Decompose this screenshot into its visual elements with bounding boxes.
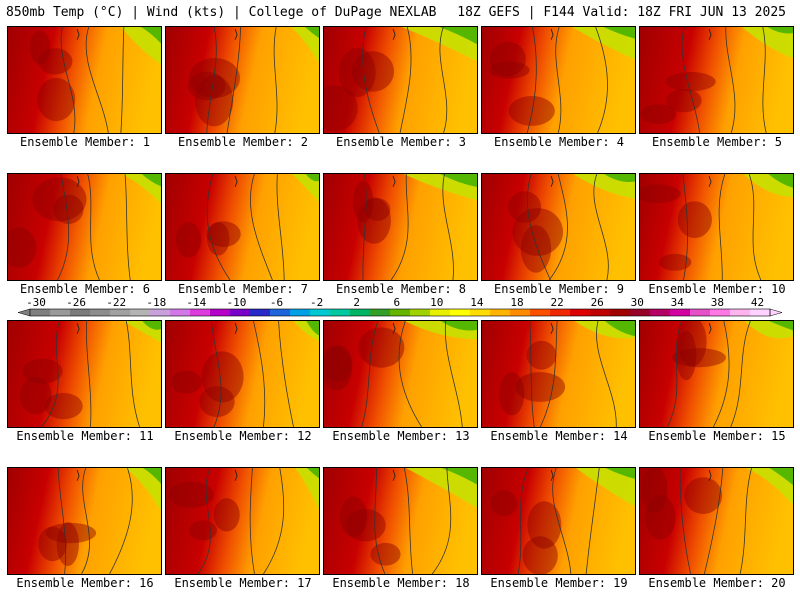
ensemble-panel xyxy=(165,26,320,134)
colorbar-swatch xyxy=(30,309,51,316)
colorbar-swatch xyxy=(670,309,691,316)
ensemble-member-label: Ensemble Member: 3 xyxy=(335,135,467,149)
ensemble-member-label: Ensemble Member: 2 xyxy=(177,135,309,149)
colorbar-swatch xyxy=(230,309,251,316)
colorbar-swatch xyxy=(730,309,751,316)
colorbar-swatch xyxy=(510,309,531,316)
colorbar-swatch xyxy=(310,309,331,316)
ensemble-member-label: Ensemble Member: 10 xyxy=(648,282,786,296)
colorbar-tick-label: -6 xyxy=(270,296,283,309)
colorbar-swatch xyxy=(190,309,211,316)
colorbar-swatch xyxy=(490,309,511,316)
colorbar-swatch xyxy=(650,309,671,316)
colorbar-swatch xyxy=(390,309,411,316)
ensemble-panel xyxy=(165,173,320,281)
colorbar-tick-label: 30 xyxy=(631,296,644,309)
ensemble-panel xyxy=(481,320,636,428)
ensemble-panel xyxy=(639,467,794,575)
colorbar-tick-label: 26 xyxy=(591,296,604,309)
ensemble-member-label: Ensemble Member: 19 xyxy=(490,576,628,590)
ensemble-member-label: Ensemble Member: 17 xyxy=(174,576,312,590)
colorbar-swatch xyxy=(570,309,591,316)
temperature-colorbar: -30 -26 -22 -18 -14 -10 -6 -2 2 6 10 14 18 22 26 30 34 38… xyxy=(17,296,783,317)
ensemble-panel xyxy=(323,26,478,134)
ensemble-member-label: Ensemble Member: 8 xyxy=(335,282,467,296)
colorbar-tick-label: -18 xyxy=(146,296,166,309)
colorbar-swatch xyxy=(590,309,611,316)
colorbar-tick-label: -26 xyxy=(66,296,86,309)
colorbar-swatch xyxy=(90,309,111,316)
ensemble-panel xyxy=(323,173,478,281)
ensemble-panel xyxy=(7,26,162,134)
ensemble-panel xyxy=(323,467,478,575)
ensemble-member-label: Ensemble Member: 14 xyxy=(490,429,628,443)
ensemble-member-label: Ensemble Member: 7 xyxy=(177,282,309,296)
colorbar-swatch xyxy=(410,309,431,316)
ensemble-member-label: Ensemble Member: 5 xyxy=(651,135,783,149)
colorbar-swatch xyxy=(150,309,171,316)
colorbar-swatch xyxy=(270,309,291,316)
ensemble-panel xyxy=(639,173,794,281)
ensemble-panel xyxy=(481,467,636,575)
ensemble-member-label: Ensemble Member: 15 xyxy=(648,429,786,443)
colorbar-tick-label: -30 xyxy=(26,296,46,309)
colorbar-tick-label: -22 xyxy=(106,296,126,309)
ensemble-panel xyxy=(481,26,636,134)
colorbar-swatch xyxy=(370,309,391,316)
colorbar-swatch xyxy=(450,309,471,316)
colorbar-tick-label: 42 xyxy=(751,296,764,309)
colorbar-swatch xyxy=(630,309,651,316)
ensemble-member-label: Ensemble Member: 18 xyxy=(332,576,470,590)
ensemble-panel xyxy=(7,467,162,575)
colorbar-tick-label: -2 xyxy=(310,296,323,309)
colorbar-tick-label: 6 xyxy=(393,296,400,309)
colorbar-tick-label: 18 xyxy=(510,296,523,309)
colorbar-tick-label: 2 xyxy=(353,296,360,309)
colorbar-tick-label: 10 xyxy=(430,296,443,309)
ensemble-member-label: Ensemble Member: 9 xyxy=(493,282,625,296)
ensemble-panel xyxy=(7,320,162,428)
ensemble-member-label: Ensemble Member: 13 xyxy=(332,429,470,443)
colorbar-tick-label: -10 xyxy=(226,296,246,309)
ensemble-member-label: Ensemble Member: 20 xyxy=(648,576,786,590)
colorbar-tick-label: -14 xyxy=(186,296,206,309)
ensemble-panel xyxy=(165,320,320,428)
ensemble-panel xyxy=(481,173,636,281)
ensemble-member-label: Ensemble Member: 11 xyxy=(16,429,154,443)
colorbar-swatch xyxy=(110,309,131,316)
colorbar-swatch xyxy=(170,309,191,316)
colorbar-tick-label: 38 xyxy=(711,296,724,309)
colorbar-tick-label: 22 xyxy=(550,296,563,309)
ensemble-member-label: Ensemble Member: 12 xyxy=(174,429,312,443)
colorbar-swatch xyxy=(250,309,271,316)
colorbar-swatch xyxy=(50,309,71,316)
ensemble-panel xyxy=(323,320,478,428)
colorbar-swatch xyxy=(290,309,311,316)
map-title: 850mb Temp (°C) | Wind (kts) | College o… xyxy=(6,5,437,20)
ensemble-panel xyxy=(165,467,320,575)
colorbar-swatch xyxy=(470,309,491,316)
ensemble-member-label: Ensemble Member: 6 xyxy=(19,282,151,296)
model-run-info: 18Z GEFS | F144 Valid: 18Z FRI JUN 13 20… xyxy=(457,5,786,20)
colorbar-swatch xyxy=(550,309,571,316)
colorbar-swatch xyxy=(350,309,371,316)
colorbar-swatch xyxy=(430,309,451,316)
ensemble-member-label: Ensemble Member: 16 xyxy=(16,576,154,590)
colorbar-swatch xyxy=(330,309,351,316)
colorbar-swatch xyxy=(750,309,771,316)
ensemble-panel xyxy=(7,173,162,281)
colorbar-swatch xyxy=(70,309,91,316)
ensemble-member-label: Ensemble Member: 1 xyxy=(19,135,151,149)
colorbar-tick-label: 14 xyxy=(470,296,484,309)
ensemble-panel xyxy=(639,320,794,428)
colorbar-swatch xyxy=(130,309,151,316)
colorbar-swatch xyxy=(710,309,731,316)
ensemble-panel xyxy=(639,26,794,134)
colorbar-swatch xyxy=(530,309,551,316)
colorbar-swatch xyxy=(210,309,231,316)
colorbar-swatch xyxy=(610,309,631,316)
ensemble-member-label: Ensemble Member: 4 xyxy=(493,135,625,149)
colorbar-swatch xyxy=(690,309,711,316)
colorbar-tick-label: 34 xyxy=(671,296,685,309)
